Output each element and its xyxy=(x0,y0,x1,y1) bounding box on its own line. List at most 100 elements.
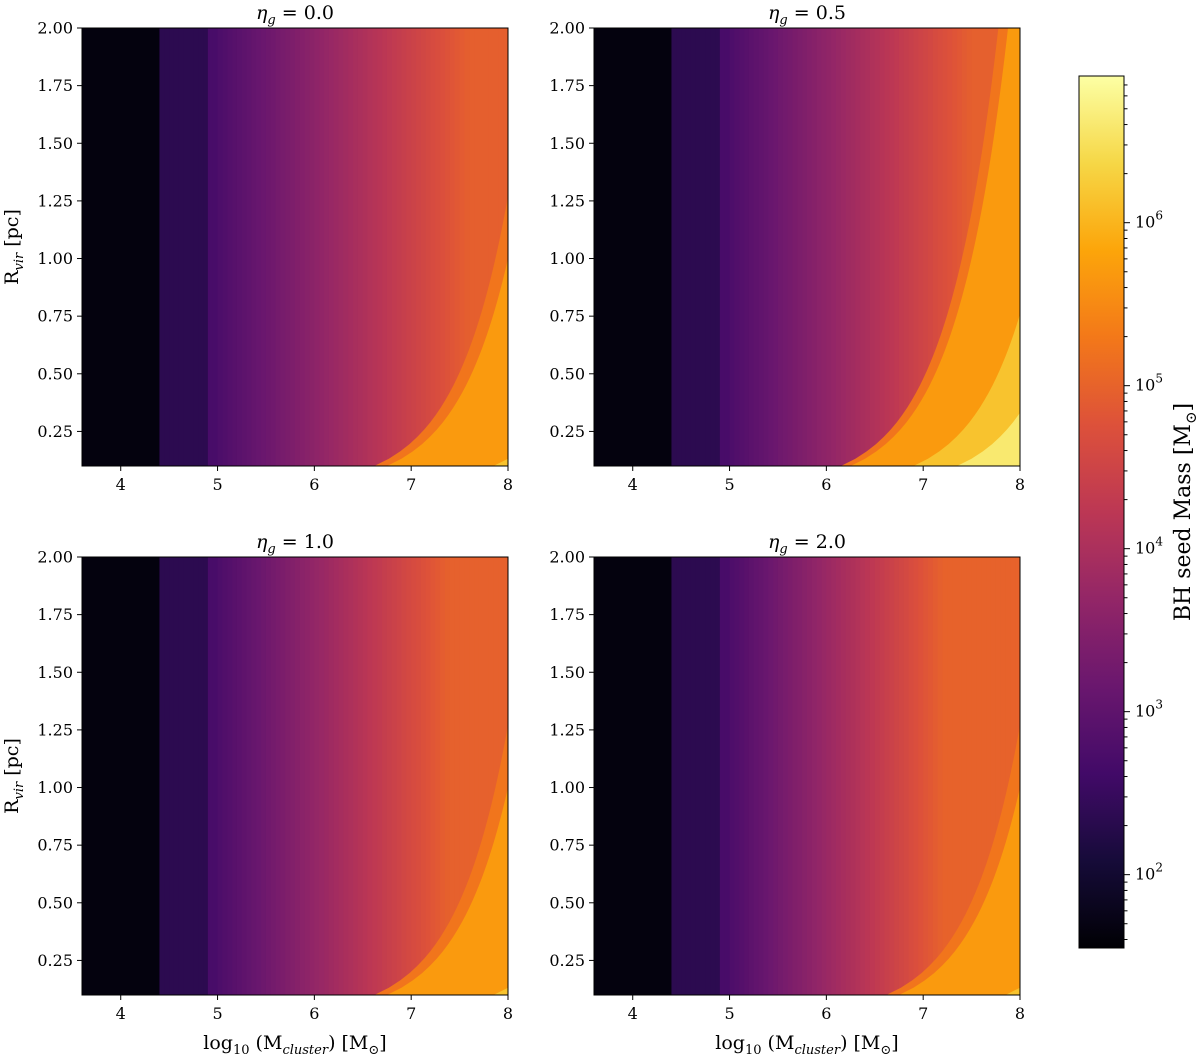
heatmap-cell xyxy=(642,557,648,995)
heatmap-cell xyxy=(971,557,978,995)
plot-frame xyxy=(593,556,1021,996)
x-axis-label: log10 (Mcluster) [M⊙] xyxy=(715,1032,898,1055)
heatmap-cell xyxy=(603,28,610,466)
heatmap-cell xyxy=(942,28,948,466)
heatmap-cell xyxy=(261,557,267,995)
heatmap-cell xyxy=(338,28,345,466)
heatmap-cell xyxy=(125,557,132,995)
heatmap-cell xyxy=(598,28,605,466)
heatmap-cell xyxy=(748,28,755,466)
y-axis-label: Rvir [pc] xyxy=(1,209,27,285)
heatmap-cell xyxy=(159,28,165,466)
heatmap-cell xyxy=(386,28,393,466)
heatmap-cell xyxy=(981,557,987,995)
heatmap-cell xyxy=(449,557,456,995)
panel-eta-0-5: ηg = 0.5 4 5 6 7 8 0.25 0.50 0.75 1.00 1.25 1.50 1.7… xyxy=(549,2,1025,494)
heatmap-cell xyxy=(884,557,890,995)
heatmap-cell xyxy=(797,557,803,995)
heatmap-cell xyxy=(420,557,427,995)
heatmap-cell xyxy=(198,28,204,466)
heatmap-cell xyxy=(724,557,731,995)
heatmap-cell xyxy=(416,557,422,995)
heatmap-cell xyxy=(183,557,190,995)
colorbar-tick-label: 106 xyxy=(1135,209,1163,232)
heatmap-cell xyxy=(173,28,180,466)
heatmap-cell xyxy=(169,28,175,466)
heatmap-cell xyxy=(947,557,953,995)
y-tick-label: 1.50 xyxy=(549,134,585,153)
heatmap-cell xyxy=(990,557,997,995)
heatmap-cell xyxy=(613,28,619,466)
heatmap-cell xyxy=(265,28,272,466)
y-tick-label: 2.00 xyxy=(37,19,73,38)
heatmap-cell xyxy=(295,557,301,995)
heatmap-cell xyxy=(831,28,837,466)
x-tick-label: 5 xyxy=(724,475,734,494)
heatmap-cell xyxy=(411,28,417,466)
heatmap-cell xyxy=(217,28,223,466)
heatmap-cell xyxy=(816,557,823,995)
heatmap-cell xyxy=(661,557,668,995)
heatmap-cell xyxy=(115,557,122,995)
heatmap-cell xyxy=(246,557,253,995)
y-tick-label: 1.75 xyxy=(549,76,585,95)
heatmap-cell xyxy=(217,557,223,995)
heatmap-cell xyxy=(164,28,170,466)
panel-eta-1: ηg = 1.0 4 5 6 7 8 0.25 0.50 0.75 1.00 1.25 1.50 1.7… xyxy=(1,531,513,1055)
heatmap-cell xyxy=(270,557,277,995)
heatmap-cell xyxy=(159,557,165,995)
heatmap-cell xyxy=(367,28,374,466)
heatmap-cell xyxy=(469,28,475,466)
heatmap-cell xyxy=(207,28,214,466)
heatmap-cell xyxy=(82,557,88,995)
x-tick-label: 4 xyxy=(628,1004,638,1023)
y-tick-label: 2.00 xyxy=(549,19,585,38)
heatmap-cell xyxy=(603,557,610,995)
x-tick-label: 4 xyxy=(116,1004,126,1023)
heatmap-cell xyxy=(474,28,480,466)
heatmap-cell xyxy=(908,557,915,995)
heatmap-cell xyxy=(715,557,721,995)
heatmap-cell xyxy=(957,557,963,995)
heatmap-cell xyxy=(236,557,243,995)
heatmap-cell xyxy=(445,557,451,995)
heatmap-cell xyxy=(681,557,687,995)
colorbar-tick-label: 105 xyxy=(1135,372,1163,395)
heatmap-cell xyxy=(111,557,117,995)
heatmap-cell xyxy=(188,28,194,466)
heatmap-cell xyxy=(391,28,398,466)
heatmap-cell xyxy=(976,557,982,995)
heatmap-cell xyxy=(840,28,847,466)
x-tick-label: 4 xyxy=(628,475,638,494)
heatmap-cell xyxy=(328,557,335,995)
heatmap-cell xyxy=(758,28,765,466)
panel-title: ηg = 0.5 xyxy=(768,2,846,28)
heatmap-cell xyxy=(894,28,900,466)
y-tick-label: 1.50 xyxy=(37,134,73,153)
heatmap-cell xyxy=(787,28,794,466)
contour-band xyxy=(913,314,1020,466)
y-tick-label: 1.75 xyxy=(37,76,73,95)
heatmap-cell xyxy=(130,557,136,995)
heatmap-cell xyxy=(188,557,194,995)
heatmap-cell xyxy=(91,28,98,466)
heatmap-cell xyxy=(348,28,354,466)
heatmap-cell xyxy=(193,557,199,995)
heatmap-cell xyxy=(227,557,233,995)
heatmap-cell xyxy=(729,557,735,995)
heatmap-cell xyxy=(285,557,291,995)
heatmap-cell xyxy=(637,28,644,466)
heatmap-cell xyxy=(324,557,330,995)
heatmap-cell xyxy=(850,28,857,466)
heatmap-cell xyxy=(666,557,673,995)
colorbar-tick-label: 104 xyxy=(1135,535,1163,558)
heatmap-cell xyxy=(270,28,277,466)
heatmap-cell xyxy=(212,557,219,995)
heatmap-cell xyxy=(440,557,446,995)
heatmap-cell xyxy=(758,557,765,995)
colorbar: 102 103 104 105 106 BH seed Mass [M⊙] xyxy=(1078,75,1200,949)
colorbar-gradient xyxy=(1078,75,1125,949)
heatmap-fill xyxy=(82,28,508,466)
heatmap-cell xyxy=(763,557,769,995)
y-tick-label: 1.00 xyxy=(549,249,585,268)
